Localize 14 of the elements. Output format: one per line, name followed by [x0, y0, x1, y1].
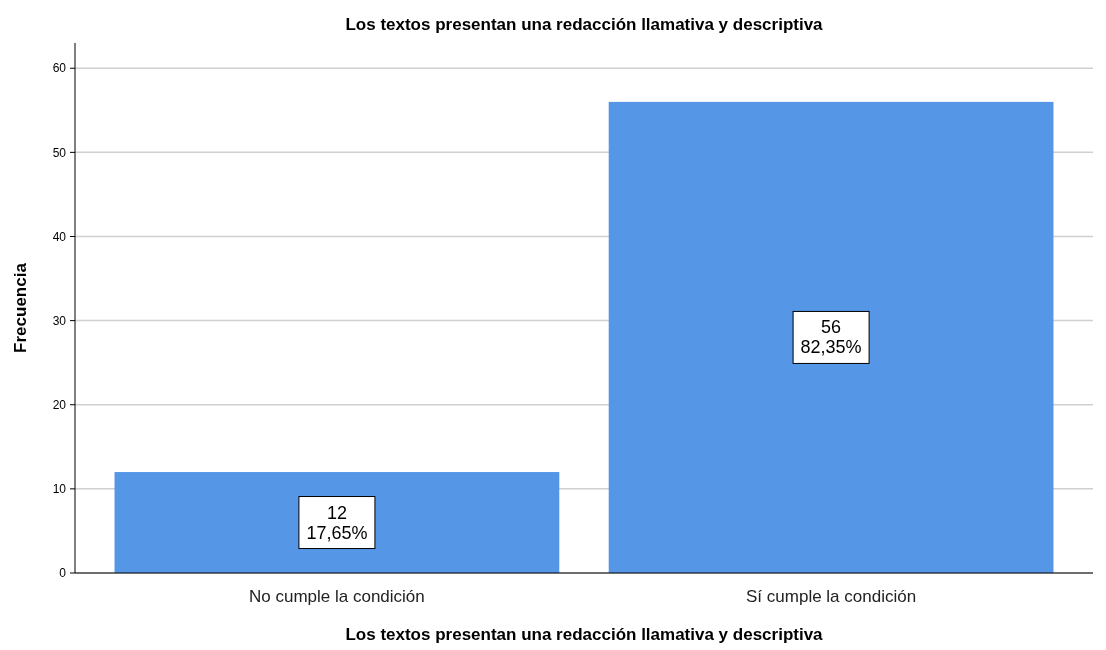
x-tick-label: No cumple la condición [249, 587, 425, 606]
y-tick-label: 50 [52, 145, 67, 160]
y-tick-label: 10 [52, 482, 67, 497]
y-tick-label: 0 [59, 566, 67, 581]
y-axis-title: Frecuencia [11, 262, 30, 353]
y-tick-label: 40 [52, 229, 67, 244]
data-label: 56 82,35% [800, 317, 862, 358]
chart-title: Los textos presentan una redacción llamativa y descriptiva [345, 15, 824, 34]
data-label: 12 17,65% [306, 502, 368, 543]
x-tick-label: Sí cumple la condición [746, 587, 917, 606]
x-axis-title: Los textos presentan una redacción llamativa y descriptiva [345, 625, 824, 644]
y-tick-label: 20 [52, 397, 67, 412]
y-tick-label: 30 [52, 313, 67, 328]
y-tick-label: 60 [52, 61, 67, 76]
